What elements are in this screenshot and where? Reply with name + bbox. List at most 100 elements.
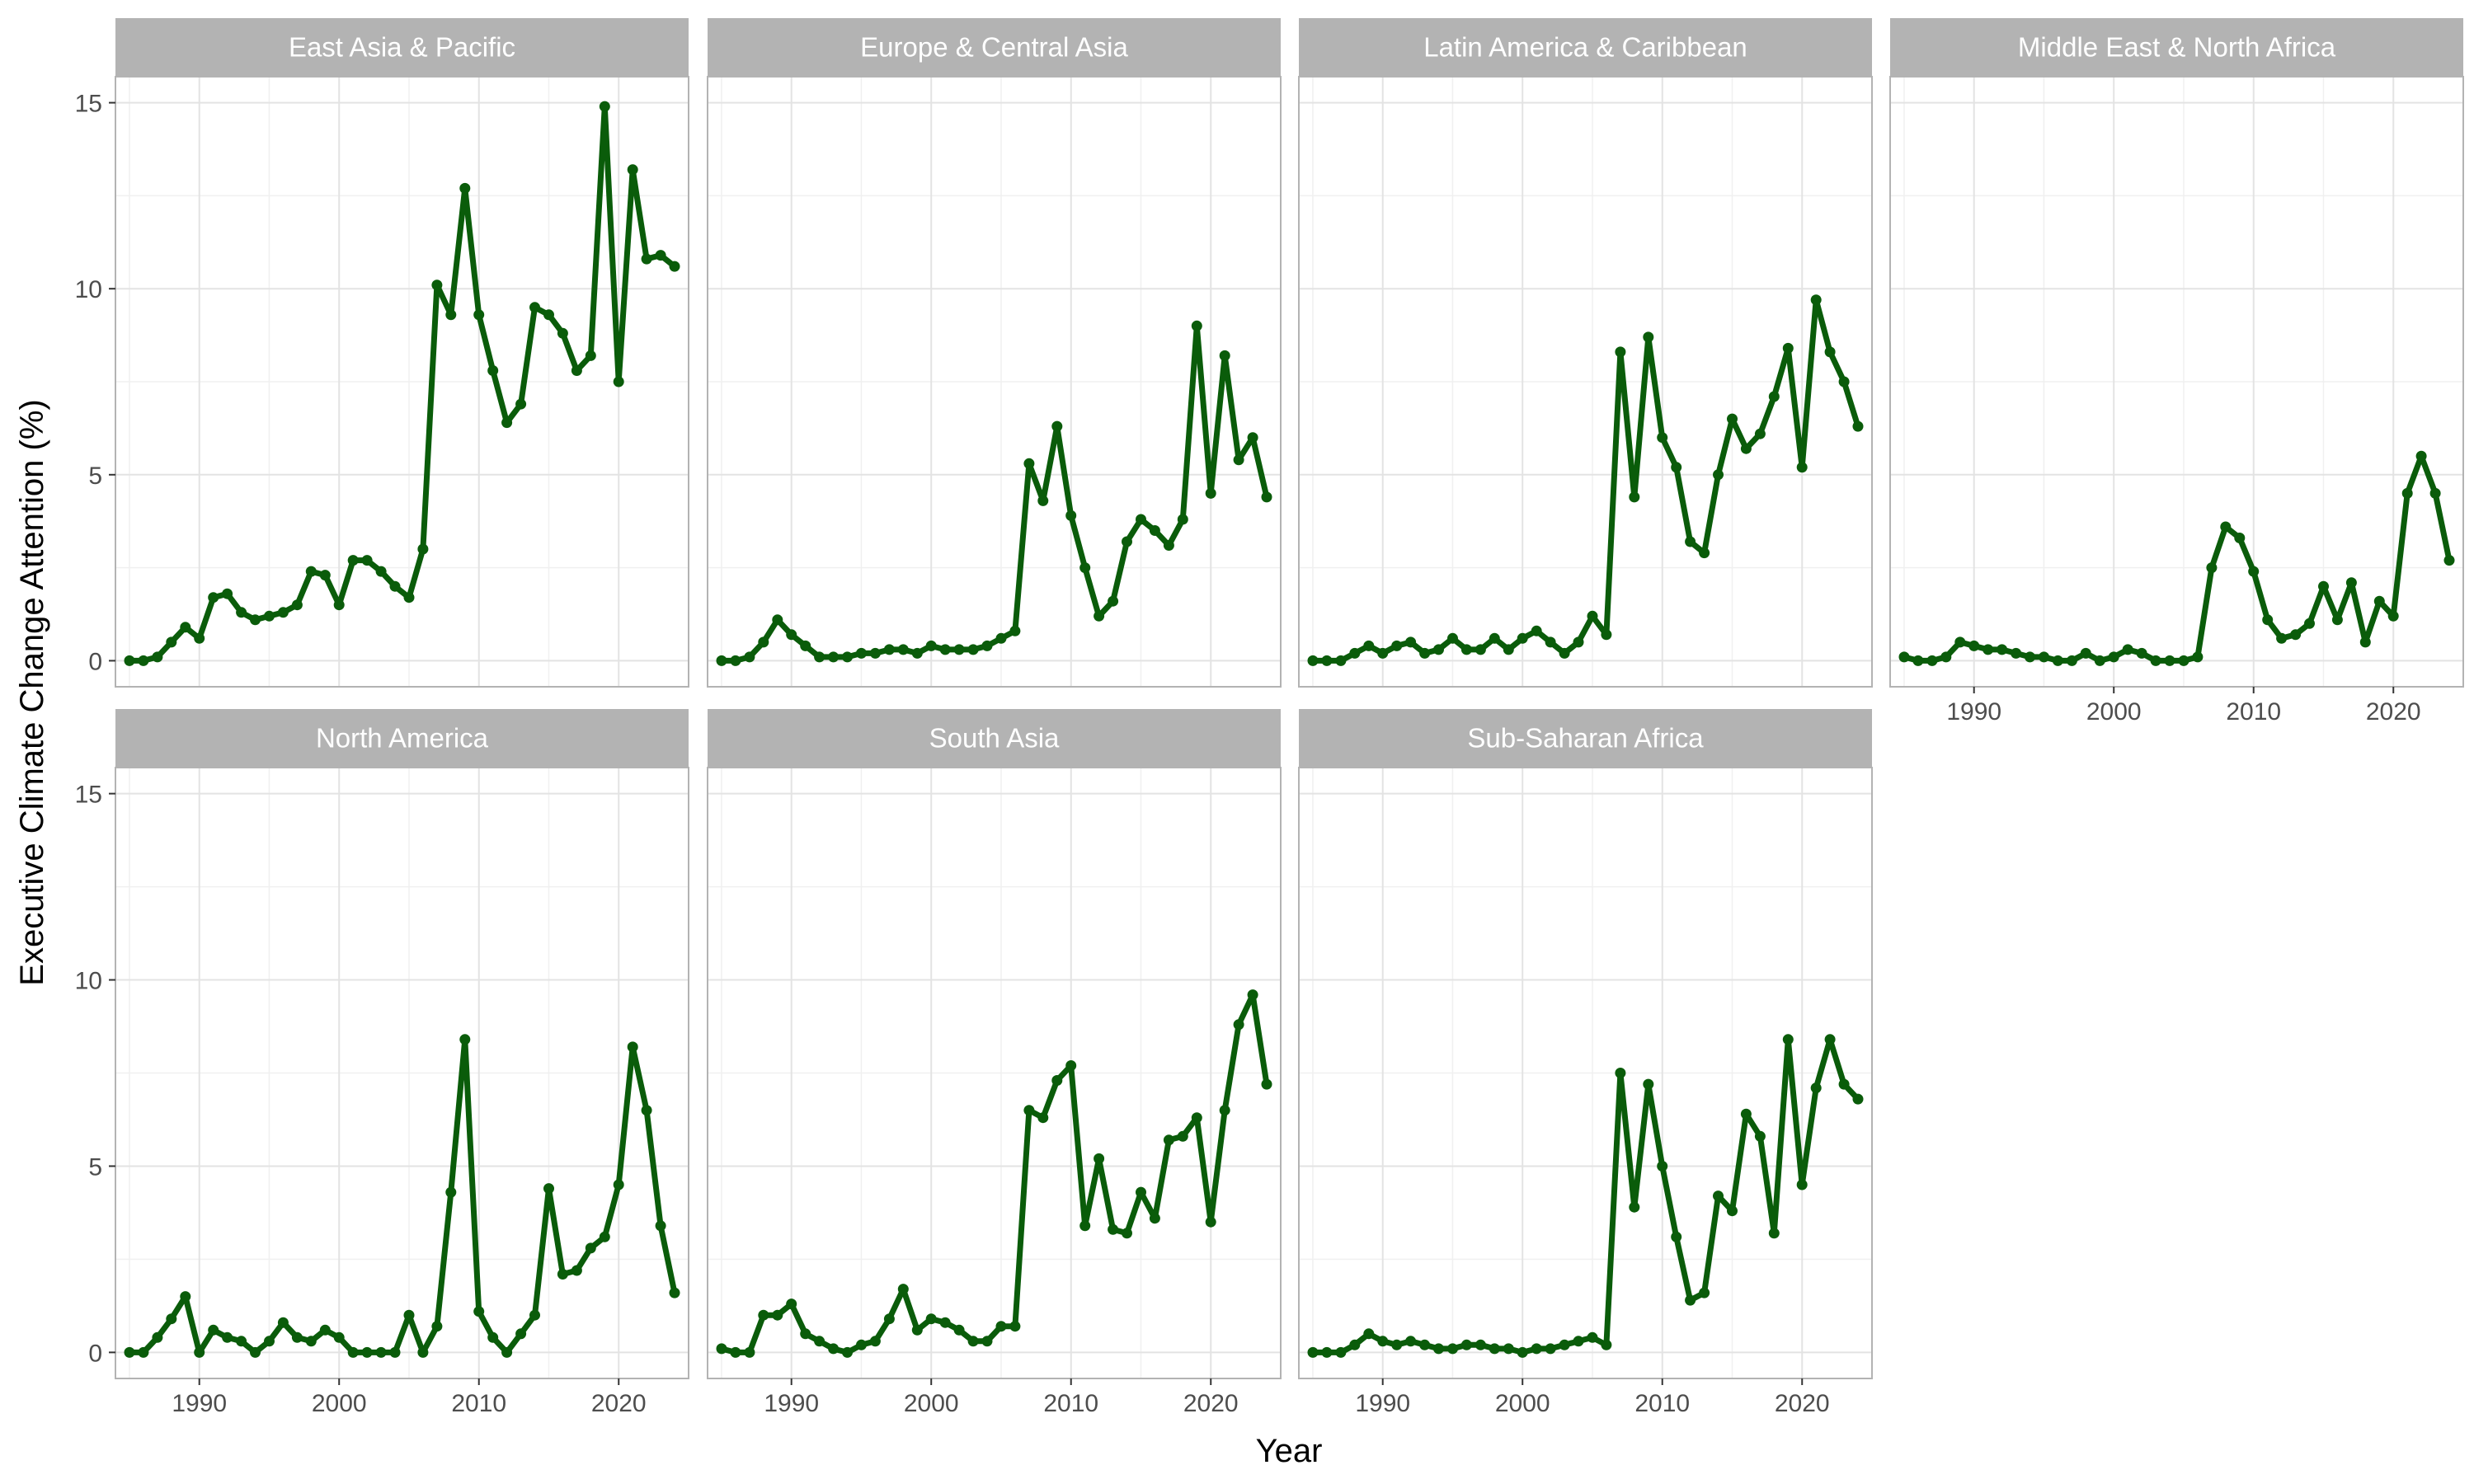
y-tick-label: 5 (88, 1153, 102, 1181)
x-tick-label: 2000 (1495, 1390, 1550, 1417)
data-point (557, 1269, 568, 1280)
data-point (1601, 1339, 1612, 1350)
data-point (1587, 1331, 1598, 1343)
x-tick-label: 2000 (2086, 698, 2142, 726)
data-point (1108, 1223, 1119, 1235)
data-point (2429, 487, 2441, 499)
data-point (897, 644, 909, 655)
data-point (1559, 647, 1570, 659)
strip-label-latin-america-and-caribbean: Latin America & Caribbean (1423, 32, 1747, 63)
x-tick-label: 2020 (2366, 698, 2421, 726)
data-point (1629, 1201, 1640, 1213)
panel-middle-east-and-north-africa: Middle East & North Africa 1990 2000 2010 20… (1889, 18, 2464, 726)
data-point (953, 1324, 965, 1336)
data-point (1740, 1108, 1752, 1120)
data-point (730, 655, 741, 666)
data-point (1671, 1231, 1682, 1242)
data-point (883, 1313, 895, 1325)
data-point (1149, 1213, 1160, 1224)
data-point (2304, 618, 2315, 629)
strip-label-north-america: North America (316, 723, 489, 754)
data-point (250, 614, 261, 626)
data-point (2220, 521, 2232, 533)
data-point (1489, 1343, 1500, 1355)
data-point (417, 1346, 429, 1358)
data-point (403, 592, 415, 603)
data-point (1247, 989, 1258, 1001)
data-point (1685, 536, 1696, 547)
data-point (2415, 450, 2427, 462)
data-point (1136, 1186, 1146, 1198)
data-point (1363, 1328, 1375, 1340)
series-line-east-asia-and-pacific (126, 103, 678, 664)
data-point (1191, 1112, 1202, 1124)
data-point (277, 1317, 289, 1328)
data-point (828, 651, 840, 663)
data-point (1163, 540, 1174, 551)
data-point (1037, 495, 1049, 506)
data-point (1094, 1153, 1105, 1164)
data-point (1531, 625, 1542, 636)
data-point (124, 1346, 135, 1358)
data-point (1261, 1078, 1272, 1090)
data-point (445, 1186, 457, 1198)
data-point (1852, 420, 1864, 432)
data-point (543, 1183, 554, 1195)
y-axis-title: Executive Climate Change Attention (%) (14, 399, 50, 985)
data-point (1615, 1068, 1626, 1078)
data-point (2136, 647, 2147, 659)
data-point (529, 302, 540, 313)
data-point (571, 1265, 582, 1276)
data-point (2401, 487, 2413, 499)
data-point (2192, 651, 2204, 663)
data-point (1205, 487, 1216, 499)
data-point (1838, 1078, 1850, 1090)
data-point (333, 599, 345, 611)
x-tick-label: 1990 (172, 1390, 227, 1417)
data-point (431, 279, 443, 291)
data-point (1065, 510, 1077, 521)
data-point (403, 1309, 415, 1321)
data-point (1852, 1093, 1864, 1105)
data-point (2262, 614, 2274, 626)
data-point (459, 1034, 471, 1045)
data-point (627, 1041, 638, 1053)
data-point (842, 651, 853, 663)
data-point (1997, 644, 2008, 655)
data-point (772, 614, 783, 626)
data-point (1205, 1216, 1216, 1228)
data-point (515, 398, 527, 410)
data-point (1460, 1339, 1472, 1350)
data-point (1233, 454, 1244, 466)
data-point (1219, 350, 1230, 361)
data-point (585, 1242, 596, 1254)
data-point (1727, 1205, 1738, 1217)
panel-south-asia: South Asia 1990 2000 2010 2020 (707, 709, 1282, 1417)
data-point (1335, 655, 1347, 666)
data-point (2094, 655, 2105, 666)
strip-middle-east-and-north-africa (1890, 18, 2463, 77)
data-point (487, 1331, 499, 1343)
data-point (1503, 1343, 1514, 1355)
data-point (1824, 1034, 1836, 1045)
data-point (744, 1346, 755, 1358)
y-tick-label: 10 (75, 276, 102, 303)
data-point (375, 1346, 387, 1358)
data-point (1321, 655, 1333, 666)
data-point (1177, 1130, 1188, 1142)
data-point (772, 1309, 783, 1321)
data-point (1051, 1075, 1063, 1086)
data-point (1601, 629, 1612, 641)
data-point (1782, 1034, 1794, 1045)
data-point (152, 651, 163, 663)
data-point (138, 1346, 149, 1358)
data-point (1740, 443, 1752, 454)
data-point (515, 1328, 527, 1340)
data-point (166, 1313, 177, 1325)
x-tick-label: 2010 (451, 1390, 506, 1417)
strip-label-sub-saharan-africa: Sub-Saharan Africa (1467, 723, 1704, 754)
data-point (1713, 469, 1724, 481)
data-point (473, 1306, 485, 1317)
data-point (1754, 1130, 1766, 1142)
data-point (1573, 636, 1584, 648)
